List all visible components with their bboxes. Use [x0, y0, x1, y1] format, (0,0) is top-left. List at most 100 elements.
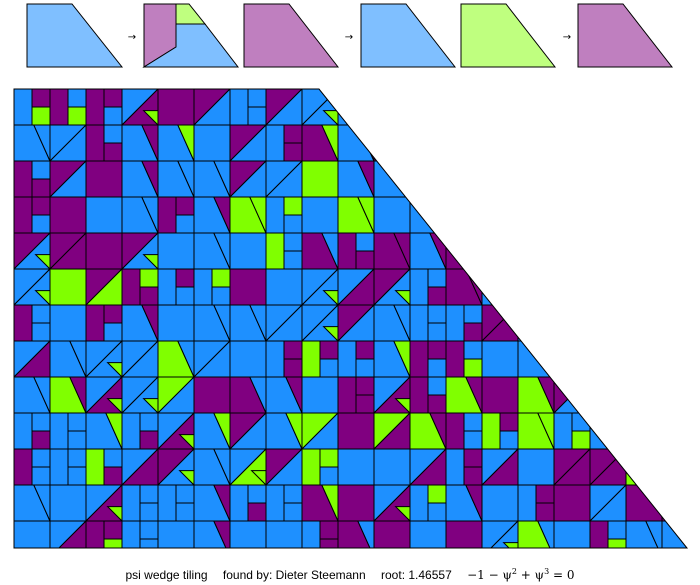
tile — [480, 231, 519, 270]
tile — [553, 160, 591, 198]
tile — [610, 398, 627, 415]
tile — [283, 232, 303, 252]
tile — [265, 520, 303, 548]
tile — [31, 178, 51, 198]
tile — [625, 89, 663, 126]
tile — [175, 502, 195, 522]
tile — [283, 502, 303, 522]
tile — [103, 89, 123, 108]
tile — [444, 159, 483, 198]
substitution-rules: → → → — [26, 3, 674, 68]
tile — [445, 448, 465, 486]
tile — [409, 89, 447, 126]
tile — [660, 411, 687, 450]
tile — [14, 520, 51, 548]
tile — [355, 232, 375, 252]
tile — [49, 484, 87, 522]
tile — [643, 430, 663, 450]
tile — [499, 106, 519, 126]
tile — [681, 376, 687, 414]
tile — [409, 160, 447, 198]
tile — [157, 484, 177, 522]
tile — [229, 232, 267, 270]
tile — [589, 268, 627, 306]
tile — [49, 412, 69, 450]
tile — [465, 196, 483, 234]
tile — [571, 430, 591, 450]
tile — [121, 268, 141, 306]
tile — [103, 106, 123, 126]
tile — [429, 196, 447, 234]
tile — [625, 376, 663, 414]
tile — [391, 124, 411, 144]
tile — [625, 124, 645, 162]
tile — [139, 286, 159, 306]
tile — [85, 160, 123, 198]
tile — [157, 304, 195, 342]
tile — [463, 358, 483, 378]
tile — [646, 182, 663, 199]
tile — [429, 89, 447, 126]
tile — [517, 232, 555, 270]
tile — [643, 142, 663, 162]
tile — [14, 160, 33, 198]
tile — [445, 124, 483, 162]
tile — [31, 89, 51, 108]
tile — [85, 196, 123, 234]
tile — [463, 466, 483, 486]
tile — [553, 484, 591, 522]
tile — [679, 484, 687, 504]
tile — [463, 448, 483, 468]
tile — [517, 196, 556, 235]
tile — [553, 412, 573, 450]
tile — [337, 124, 375, 162]
tile — [571, 196, 591, 216]
tile — [553, 340, 591, 378]
tile — [445, 412, 465, 450]
tile — [499, 412, 519, 432]
tile — [661, 412, 687, 451]
tile — [661, 340, 687, 378]
tile — [49, 448, 69, 486]
tile — [85, 89, 105, 126]
tile — [517, 520, 555, 548]
tile — [553, 89, 591, 126]
tile — [337, 232, 357, 270]
tile — [645, 268, 663, 306]
tile — [661, 89, 687, 126]
tile — [463, 304, 483, 324]
tile — [85, 448, 105, 486]
tile — [445, 196, 483, 234]
tile — [552, 231, 591, 270]
tile — [553, 232, 592, 271]
tile — [625, 340, 663, 378]
tile — [139, 430, 159, 450]
tile — [409, 196, 447, 234]
tile — [607, 250, 627, 270]
tile — [607, 124, 627, 144]
tile — [661, 232, 687, 270]
tile — [553, 196, 573, 234]
tile — [229, 268, 267, 306]
tile — [445, 520, 483, 548]
tile — [573, 268, 591, 306]
tile — [31, 322, 51, 342]
tile — [517, 484, 537, 522]
tile — [681, 268, 687, 306]
tile — [535, 106, 555, 126]
tile — [337, 376, 357, 414]
tile — [427, 376, 447, 396]
tile — [337, 448, 375, 486]
tile — [643, 412, 663, 432]
tile — [625, 448, 645, 486]
tile — [139, 520, 159, 540]
tile — [661, 376, 687, 414]
tile — [319, 448, 339, 468]
tile — [517, 304, 555, 342]
tile — [139, 484, 159, 504]
tile — [157, 89, 195, 126]
tile — [49, 196, 87, 234]
caption-title: psi wedge tiling — [125, 568, 208, 582]
tile — [193, 268, 213, 306]
